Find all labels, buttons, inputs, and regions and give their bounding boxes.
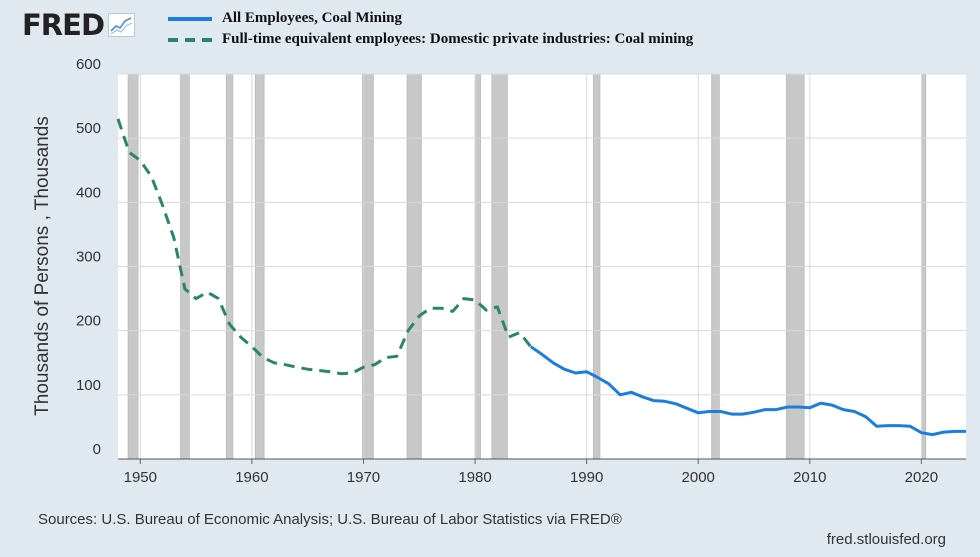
- legend-item-fte-coal-mining[interactable]: Full-time equivalent employees: Domestic…: [168, 29, 693, 50]
- fred-credit-link[interactable]: fred.stlouisfed.org: [826, 531, 946, 548]
- x-tick-label: 1970: [347, 469, 380, 486]
- y-tick-label: 300: [76, 249, 101, 266]
- line-chart: 0 100 200 300 400 500 600 1950 1960 1970 1980 1990…: [32, 56, 966, 486]
- y-axis-label: Thousands of Persons , Thousands: [32, 116, 53, 416]
- series-line-coal-mining-employees: [529, 345, 966, 437]
- logo-text: FRED: [22, 8, 105, 42]
- legend-swatch-dashed: [168, 37, 212, 42]
- legend-label: Full-time equivalent employees: Domestic…: [222, 31, 694, 47]
- x-tick-label: 1960: [235, 469, 268, 486]
- series-line-fte-coal-mining: [116, 118, 532, 376]
- chart-legend: All Employees, Coal Mining Full-time equ…: [168, 8, 693, 50]
- line-graph-icon: [108, 13, 136, 37]
- x-tick-label: 2020: [905, 469, 938, 486]
- legend-label: All Employees, Coal Mining: [222, 10, 403, 26]
- y-tick-label: 400: [76, 184, 101, 201]
- x-tick-label: 2000: [682, 469, 715, 486]
- y-tick-label: 500: [76, 120, 101, 137]
- sources-note: Sources: U.S. Bureau of Economic Analysi…: [38, 511, 622, 528]
- y-tick-label: 100: [76, 377, 101, 394]
- x-axis-ticks: 1950 1960 1970 1980 1990 2000 2010 2020: [118, 458, 966, 486]
- y-axis-ticks: 0 100 200 300 400 500 600: [76, 56, 101, 458]
- y-tick-label: 600: [76, 56, 101, 73]
- series-lines: [116, 118, 966, 437]
- x-tick-label: 1980: [458, 469, 491, 486]
- y-tick-label: 0: [93, 441, 101, 458]
- legend-item-coal-mining-employees[interactable]: All Employees, Coal Mining: [168, 8, 693, 29]
- x-tick-label: 1990: [570, 469, 603, 486]
- fred-logo[interactable]: FRED: [22, 8, 136, 42]
- y-tick-label: 200: [76, 313, 101, 330]
- x-tick-label: 1950: [124, 469, 157, 486]
- x-tick-label: 2010: [793, 469, 826, 486]
- legend-swatch-solid: [168, 16, 212, 21]
- chart-header: FRED All Employees, Coal Mining Full-tim…: [22, 8, 962, 62]
